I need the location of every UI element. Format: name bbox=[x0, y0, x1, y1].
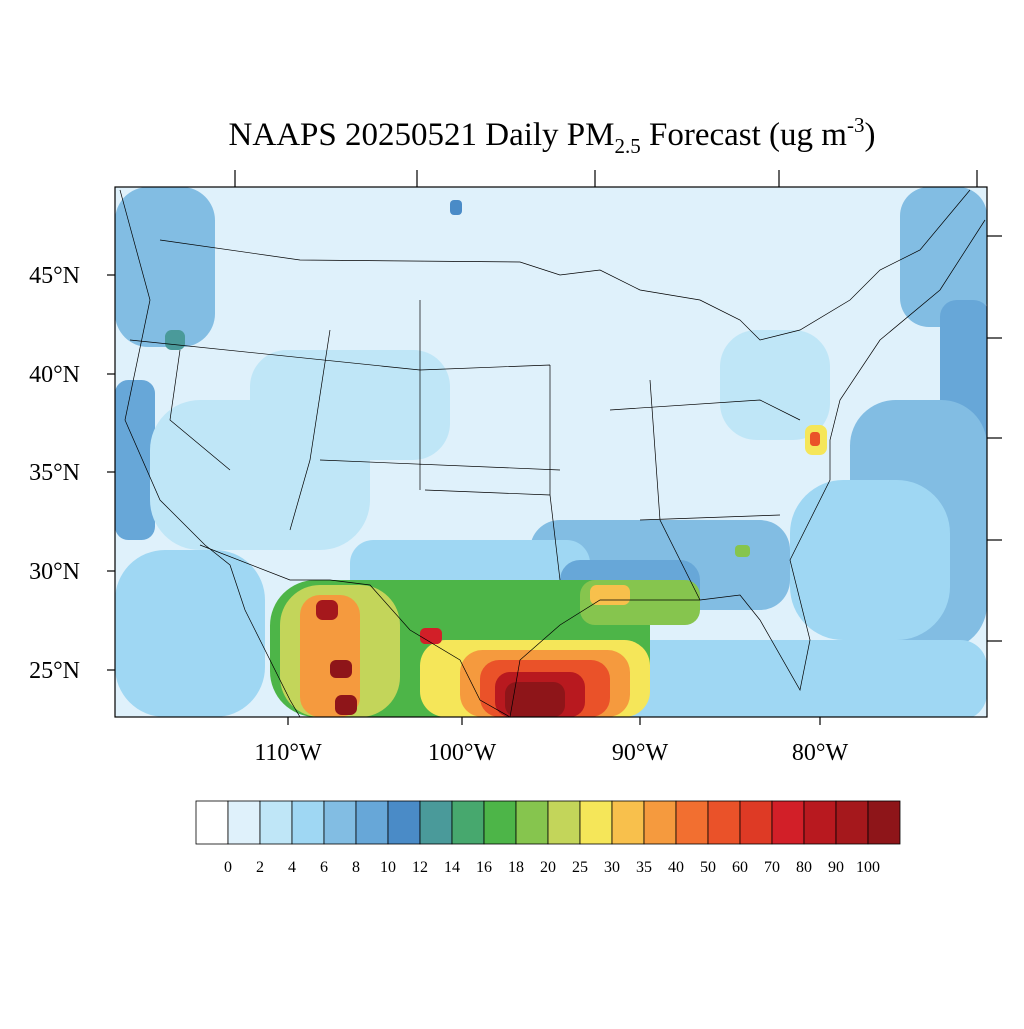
colorbar-label: 40 bbox=[668, 859, 684, 876]
colorbar-label: 0 bbox=[224, 859, 232, 876]
colorbar-label: 14 bbox=[444, 859, 460, 876]
colorbar-swatch bbox=[419, 800, 453, 845]
lat-label: 40°N bbox=[29, 362, 80, 388]
colorbar-label: 10 bbox=[380, 859, 396, 876]
concentration-region bbox=[115, 550, 265, 717]
colorbar-swatch bbox=[739, 800, 773, 845]
colorbar-swatch bbox=[771, 800, 805, 845]
colorbar-label: 30 bbox=[604, 859, 620, 876]
colorbar-swatch bbox=[707, 800, 741, 845]
coastline bbox=[199, 544, 511, 717]
colorbar-swatch bbox=[483, 800, 517, 845]
colorbar-swatch bbox=[227, 800, 261, 845]
concentration-region bbox=[250, 350, 450, 460]
lat-label: 45°N bbox=[29, 263, 80, 289]
concentration-region bbox=[720, 330, 830, 440]
concentration-region bbox=[115, 187, 215, 347]
map-frame bbox=[114, 186, 988, 718]
concentration-region bbox=[330, 660, 352, 678]
lat-label: 25°N bbox=[29, 658, 80, 684]
concentration-region bbox=[450, 200, 462, 215]
lon-label: 90°W bbox=[612, 740, 669, 766]
colorbar-swatch bbox=[675, 800, 709, 845]
colorbar-label: 8 bbox=[352, 859, 360, 876]
coastline bbox=[119, 189, 301, 717]
colorbar-label: 80 bbox=[796, 859, 812, 876]
colorbar-label: 50 bbox=[700, 859, 716, 876]
concentration-region bbox=[900, 187, 987, 327]
title-sub: 2.5 bbox=[615, 134, 641, 158]
colorbar-label: 90 bbox=[828, 859, 844, 876]
colorbar-label: 4 bbox=[288, 859, 296, 876]
colorbar-swatch bbox=[195, 800, 229, 845]
title: NAAPS 20250521 Daily PM2.5 Forecast (ug … bbox=[229, 113, 876, 158]
colorbar-swatch bbox=[547, 800, 581, 845]
colorbar-swatch bbox=[323, 800, 357, 845]
lon-label: 100°W bbox=[428, 740, 497, 766]
colorbar-label: 16 bbox=[476, 859, 492, 876]
boundaries bbox=[119, 189, 986, 717]
lat-label: 30°N bbox=[29, 559, 80, 585]
colorbar-swatch bbox=[803, 800, 837, 845]
colorbar-label: 35 bbox=[636, 859, 652, 876]
concentration-region bbox=[420, 628, 442, 644]
colorbar-swatch bbox=[579, 800, 613, 845]
colorbar-label: 2 bbox=[256, 859, 264, 876]
colorbar-swatch bbox=[515, 800, 549, 845]
lat-label: 35°N bbox=[29, 460, 80, 486]
map-field bbox=[115, 187, 987, 717]
state-border bbox=[129, 300, 801, 601]
colorbar-swatch bbox=[643, 800, 677, 845]
concentration-region bbox=[335, 695, 357, 715]
colorbar-label: 70 bbox=[764, 859, 780, 876]
colorbar-label: 20 bbox=[540, 859, 556, 876]
colorbar-swatch bbox=[259, 800, 293, 845]
concentration-region bbox=[735, 545, 750, 557]
colorbar-label: 12 bbox=[412, 859, 428, 876]
title-end: ) bbox=[864, 117, 875, 153]
colorbar-swatch bbox=[451, 800, 485, 845]
concentration-region bbox=[505, 682, 565, 717]
concentration-region bbox=[115, 380, 155, 540]
title-rest: Forecast (ug m bbox=[641, 117, 848, 153]
colorbar-swatch bbox=[387, 800, 421, 845]
colorbar: 0 2 4 6 8 10 12 14 16 18 20 25 30 35 40 50 60 70 80 90 100 bbox=[195, 800, 901, 876]
colorbar-label: 25 bbox=[572, 859, 588, 876]
colorbar-label: 100 bbox=[856, 859, 880, 876]
border bbox=[159, 189, 971, 341]
concentration-region bbox=[165, 330, 185, 350]
colorbar-label: 60 bbox=[732, 859, 748, 876]
colorbar-swatch bbox=[835, 800, 869, 845]
concentration-region bbox=[590, 585, 630, 605]
colorbar-label: 6 bbox=[320, 859, 328, 876]
colorbar-label: 18 bbox=[508, 859, 524, 876]
axis-labels: 45°N 40°N 35°N 30°N 25°N 110°W 100°W 90°W 80°W bbox=[29, 263, 848, 766]
concentration-region bbox=[790, 480, 950, 640]
concentration-region bbox=[316, 600, 338, 620]
coastline bbox=[509, 219, 986, 717]
concentration-region bbox=[300, 595, 360, 717]
concentration-region bbox=[600, 640, 987, 717]
lon-label: 110°W bbox=[254, 740, 322, 766]
lon-label: 80°W bbox=[792, 740, 849, 766]
colorbar-swatch bbox=[355, 800, 389, 845]
colorbar-swatch bbox=[291, 800, 325, 845]
title-main: NAAPS 20250521 Daily PM bbox=[229, 117, 615, 153]
title-sup: -3 bbox=[847, 113, 865, 137]
ticks bbox=[107, 170, 1002, 725]
colorbar-swatch bbox=[611, 800, 645, 845]
concentration-region bbox=[810, 432, 820, 446]
colorbar-swatch bbox=[867, 800, 901, 845]
